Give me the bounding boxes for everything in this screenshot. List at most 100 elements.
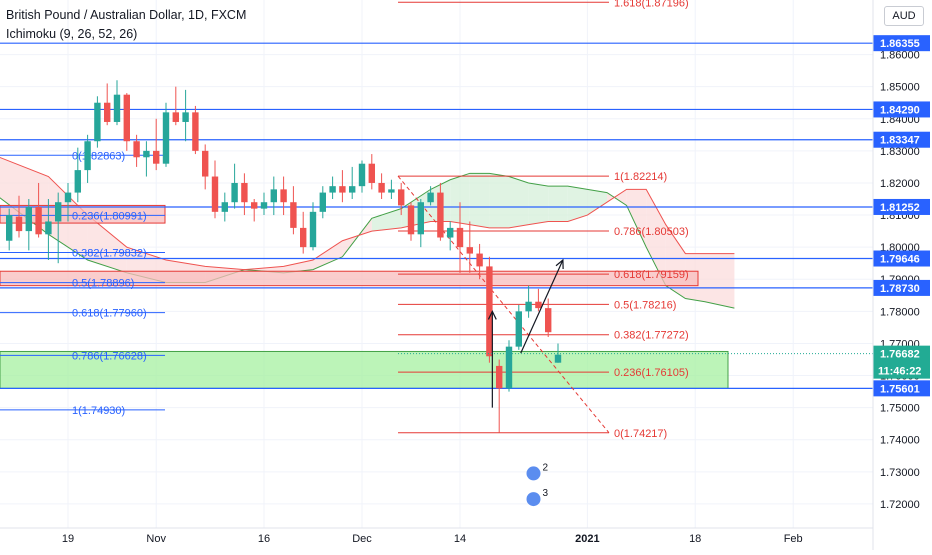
candle-body <box>427 192 434 203</box>
candle-body <box>153 150 160 164</box>
level-price-label: 1.75601 <box>880 383 920 395</box>
candle-body <box>172 112 179 122</box>
candle-body <box>202 150 209 177</box>
price-tick-label: 1.85000 <box>880 82 920 94</box>
time-tick-label: Dec <box>352 533 372 545</box>
event-marker-count: 3 <box>543 488 549 499</box>
price-axis: 1.860001.850001.840001.830001.820001.810… <box>873 0 932 550</box>
candle-body <box>329 186 336 193</box>
level-price-tag <box>873 35 930 52</box>
time-tick-label: 14 <box>454 533 466 545</box>
candle-body <box>358 163 366 187</box>
candle-body <box>143 150 150 158</box>
cloud-segment <box>567 186 588 222</box>
price-tick-label: 1.73000 <box>880 467 920 479</box>
candle-body <box>486 266 493 357</box>
candle-body <box>466 247 473 254</box>
fib-left-label: 0(1.82863) <box>72 150 125 162</box>
candle-body <box>515 311 522 347</box>
time-tick-label: Nov <box>146 533 166 545</box>
candle-body <box>74 170 81 193</box>
level-price-tag <box>873 131 930 148</box>
event-marker-count: 2 <box>543 462 549 473</box>
level-price-label: 1.86355 <box>880 38 920 50</box>
cloud-segment <box>450 173 470 225</box>
cloud-segment <box>489 173 509 228</box>
cloud-segment <box>509 176 529 228</box>
candle-body <box>456 227 464 248</box>
cloud-segment <box>705 253 735 309</box>
price-tick-label: 1.74000 <box>880 435 920 447</box>
indicator-label[interactable]: Ichimoku (9, 26, 52, 26) <box>6 27 138 41</box>
candle-body <box>319 192 326 212</box>
fib-right: 1.618(1.87196) 1(1.82214) 0.786(1.80503) 0.… <box>397 0 689 440</box>
level-price-label: 1.83347 <box>880 135 920 147</box>
candle-body <box>398 189 405 206</box>
level-price-label: 1.78730 <box>880 283 920 295</box>
drawn-arrow-projection-head <box>555 258 564 269</box>
resistance-zone-main <box>0 270 699 287</box>
candle-body <box>349 186 356 193</box>
support-zone <box>0 350 729 389</box>
candle-body <box>270 189 277 203</box>
candle-body <box>221 202 228 212</box>
candle-body <box>231 182 238 203</box>
level-price-tag <box>873 279 930 296</box>
event-markers: 23 <box>526 462 549 507</box>
fib-left-label: 1(1.74930) <box>72 405 125 417</box>
countdown-label: 11:46:22 <box>878 366 921 378</box>
candle-body <box>447 227 454 238</box>
candle-body <box>525 301 532 312</box>
drawn-arrow-projection <box>520 259 564 354</box>
candle-body <box>104 102 111 122</box>
fib-trend-line <box>397 175 610 434</box>
candle-body <box>45 221 52 235</box>
candle-body <box>554 354 562 363</box>
cloud-segment <box>626 189 647 248</box>
candle-body <box>300 227 307 248</box>
candle-body <box>476 253 483 267</box>
cloud-segment <box>548 186 568 222</box>
candle-body <box>505 346 513 389</box>
candle-body <box>113 94 121 122</box>
drawn-arrow-up-head <box>487 309 497 320</box>
candle-body <box>290 202 297 228</box>
candle-body <box>496 365 503 389</box>
current-price-label: 1.76682 <box>880 349 920 361</box>
candle-body <box>241 182 248 203</box>
fib-left: 0(1.82863) 0.236(1.80991) 0.382(1.79832) 0.… <box>0 150 165 417</box>
time-tick-label: 16 <box>258 533 270 545</box>
candle-body <box>6 215 13 241</box>
cloud-segment <box>371 208 402 232</box>
fib-right-label: 1.618(1.87196) <box>614 0 689 9</box>
price-tick-label: 1.75000 <box>880 403 920 415</box>
cloud-segment <box>469 173 490 228</box>
candle-body <box>339 186 346 193</box>
level-price-tag <box>873 250 930 267</box>
candle-body <box>535 301 542 309</box>
time-tick-label: Feb <box>784 533 803 545</box>
level-price-tag <box>873 380 930 397</box>
cloud-segment <box>528 182 549 225</box>
fib-right-label: 0(1.74217) <box>614 428 667 440</box>
candle-body <box>84 141 91 171</box>
fib-right-label: 0.786(1.80503) <box>614 226 689 238</box>
price-tick-label: 1.82000 <box>880 178 920 190</box>
candle-body <box>378 182 385 193</box>
candle-body <box>388 189 395 193</box>
event-marker-icon <box>526 466 541 481</box>
candle-body <box>55 202 62 222</box>
fib-right-label: 0.5(1.78216) <box>614 299 676 311</box>
fib-left-label: 0.618(1.77960) <box>72 308 147 320</box>
candle-body <box>192 112 199 151</box>
time-tick-label: 18 <box>689 533 701 545</box>
current-price-tag <box>873 345 930 379</box>
candle-body <box>162 112 170 164</box>
time-tick-label: 19 <box>62 533 74 545</box>
cloud-segment <box>607 189 627 206</box>
level-price-label: 1.84290 <box>880 104 920 116</box>
currency-button[interactable]: AUD <box>884 6 924 26</box>
event-marker-icon <box>526 492 541 507</box>
